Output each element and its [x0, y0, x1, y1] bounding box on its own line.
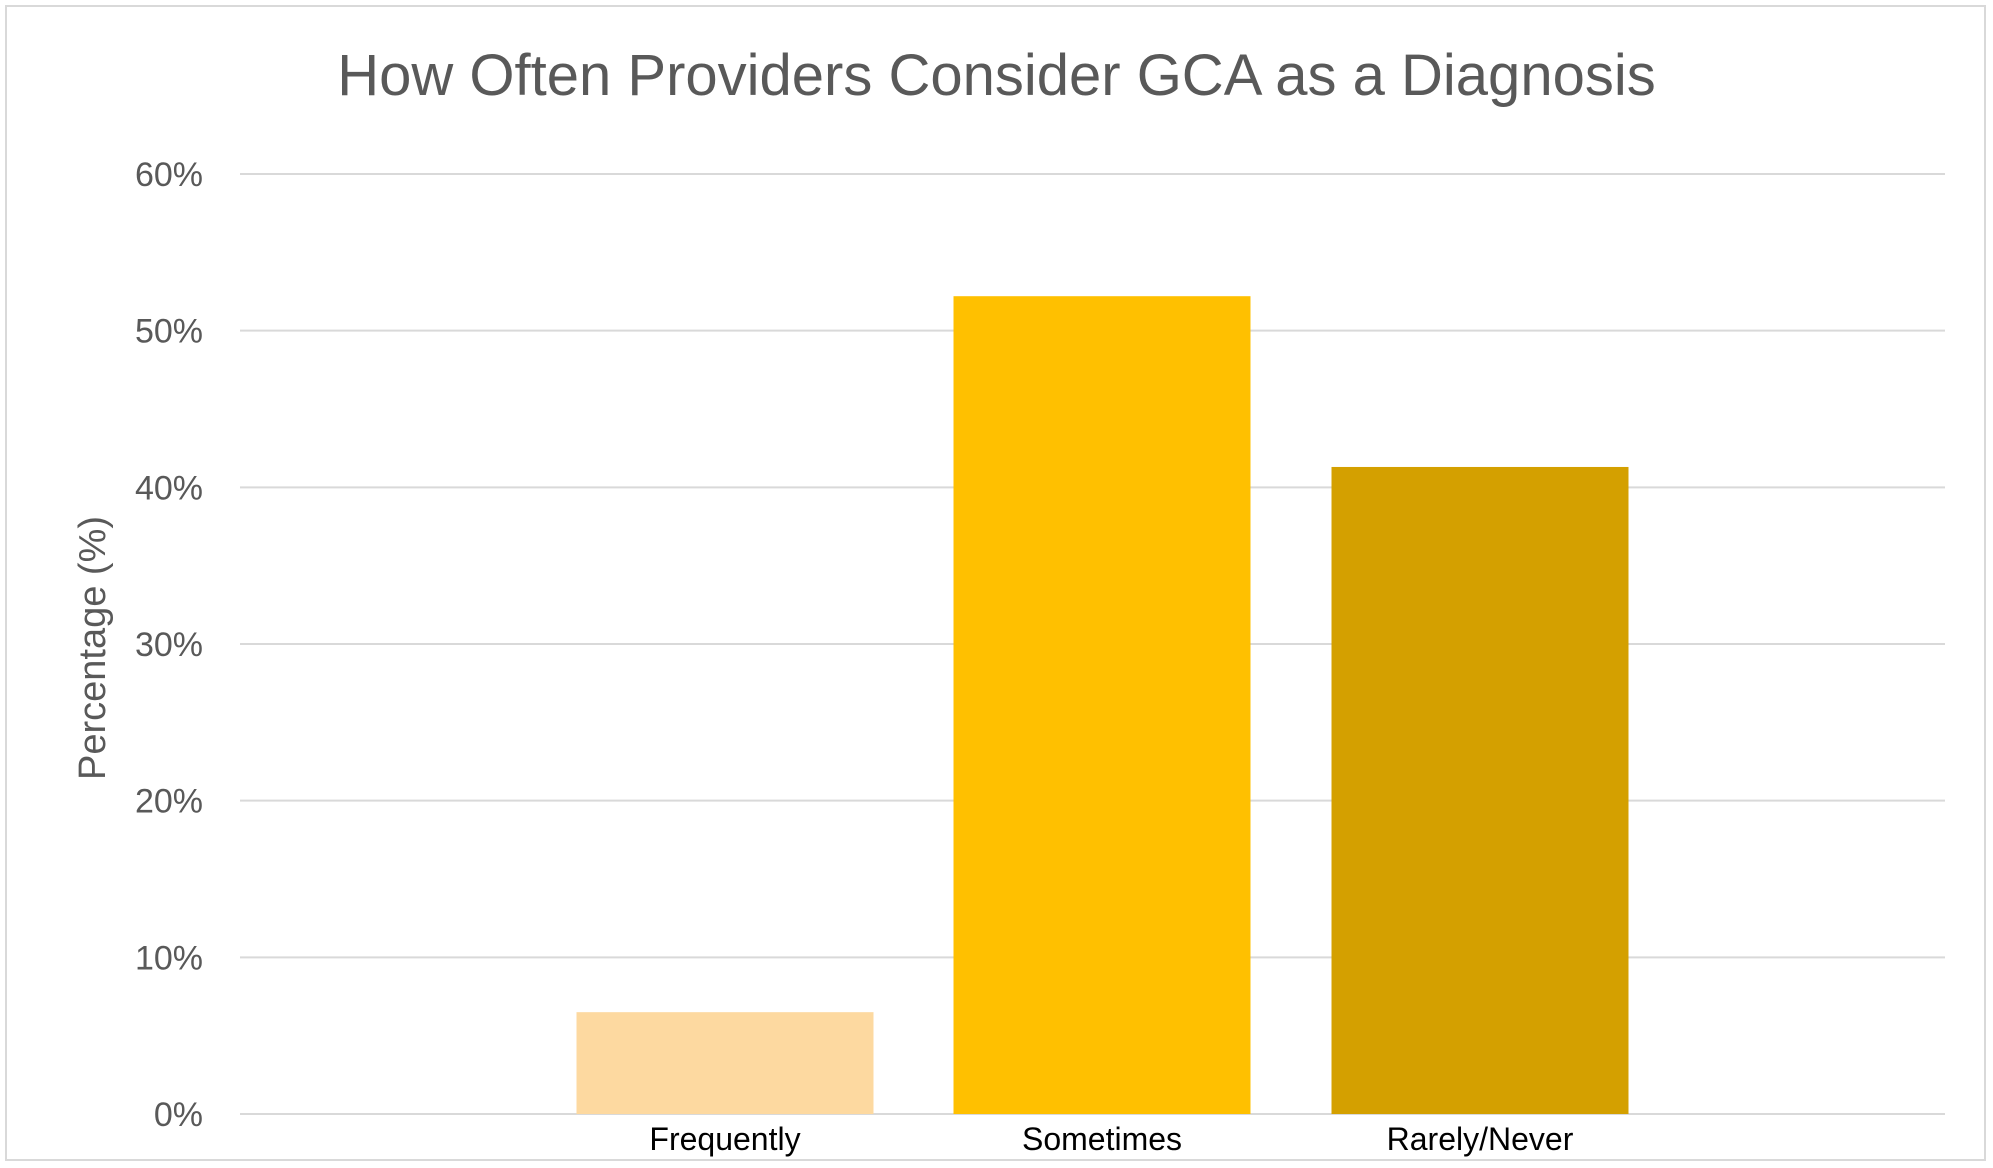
- bar-sometimes: [953, 296, 1251, 1114]
- y-tick-label: 60%: [135, 156, 203, 194]
- x-category-label: Sometimes: [1022, 1121, 1182, 1157]
- bars: [576, 296, 1629, 1114]
- y-tick-label: 10%: [135, 939, 203, 977]
- bar-frequently: [576, 1012, 874, 1114]
- chart-title: How Often Providers Consider GCA as a Di…: [337, 43, 1656, 108]
- y-axis-ticks: 0% 10% 20% 30% 40% 50% 60%: [135, 156, 203, 1134]
- y-tick-label: 0%: [154, 1096, 203, 1134]
- bar-rarely-never: [1331, 466, 1629, 1114]
- y-tick-label: 20%: [135, 783, 203, 821]
- y-axis-label: Percentage (%): [72, 516, 114, 780]
- x-category-label: Frequently: [649, 1121, 800, 1157]
- x-axis-categories: Frequently Sometimes Rarely/Never: [649, 1121, 1573, 1157]
- y-tick-label: 50%: [135, 313, 203, 351]
- x-category-label: Rarely/Never: [1387, 1121, 1574, 1157]
- y-tick-label: 30%: [135, 626, 203, 664]
- y-tick-label: 40%: [135, 469, 203, 507]
